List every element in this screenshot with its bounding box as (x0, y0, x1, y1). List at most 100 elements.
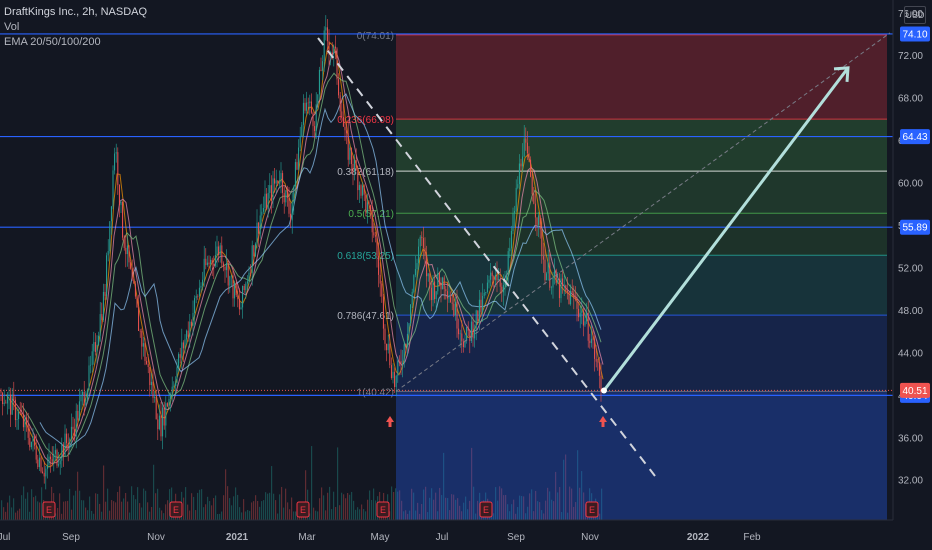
candle-body (74, 429, 76, 436)
candle-body (531, 176, 533, 195)
fib-extension-zone (396, 391, 887, 520)
volume-bar (601, 488, 603, 520)
candle-body (123, 237, 125, 248)
candle-body (171, 386, 173, 397)
candle-body (136, 296, 138, 308)
volume-bar (73, 495, 75, 520)
candle-body (104, 291, 106, 296)
candle-body (168, 399, 170, 407)
candle-body (584, 321, 586, 326)
volume-bar (141, 507, 143, 520)
candle-body (110, 206, 112, 222)
candle-body (86, 390, 88, 400)
candle-body (34, 436, 36, 446)
volume-bar (37, 501, 39, 520)
volume-bar (339, 505, 341, 520)
candle-body (514, 210, 516, 214)
candle-body (304, 102, 306, 111)
candle-body (144, 343, 146, 361)
volume-bar (401, 500, 403, 520)
fib-level-label: 0.618(53.25) (337, 251, 394, 262)
currency-button[interactable]: USD (904, 6, 926, 24)
candle-body (522, 156, 524, 167)
candle-body (456, 301, 458, 329)
earnings-marker (479, 501, 493, 518)
candle-body (381, 283, 383, 297)
x-tick-label: May (371, 532, 390, 543)
volume-bar (75, 490, 77, 520)
candle-body (30, 441, 32, 448)
time-axis-bg (0, 520, 932, 550)
volume-bar (457, 498, 459, 520)
volume-bar (305, 470, 307, 520)
candle-body (430, 287, 432, 301)
volume-bar (261, 501, 263, 520)
volume-bar (567, 512, 569, 520)
volume-bar (281, 486, 283, 520)
candle-body (482, 295, 484, 312)
candle-body (56, 450, 58, 466)
candle-body (501, 286, 503, 293)
candle-body (269, 185, 271, 193)
volume-bar (21, 495, 23, 520)
volume-bar (105, 501, 107, 520)
candle-body (62, 444, 64, 457)
candle-body (226, 262, 228, 271)
volume-bar (185, 487, 187, 520)
volume-bar (445, 497, 447, 520)
volume-bar (371, 499, 373, 520)
candle-body (594, 339, 596, 359)
volume-bar (423, 489, 425, 520)
volume-bar (113, 501, 115, 520)
volume-bar (267, 493, 269, 520)
candle-body (258, 222, 260, 234)
horizontal-lines[interactable] (0, 33, 893, 397)
candlesticks (0, 15, 602, 490)
y-tick-label: 72.00 (898, 51, 923, 62)
volume-bar (81, 500, 83, 520)
candle-body (582, 310, 584, 326)
volume-bar (109, 510, 111, 520)
candle-body (334, 46, 336, 49)
candle-body (538, 215, 540, 225)
volume-bar (425, 486, 427, 520)
price-badge-label: 40.51 (902, 386, 927, 397)
volume-bar (13, 498, 15, 520)
fib-level-label: 0(74.01) (357, 31, 394, 42)
volume-bar (67, 500, 69, 520)
volume-bar (417, 502, 419, 520)
y-tick-label: 68.00 (898, 94, 923, 105)
fibonacci-retracement[interactable]: 0(74.01) 0.236(66.08) 0.382(61.18) 0.5(57.2… (337, 31, 887, 520)
candle-body (37, 459, 39, 468)
x-tick-label: Sep (62, 532, 80, 543)
x-tick-label: Jul (436, 532, 449, 543)
volume-bar (207, 496, 209, 520)
volume-bar (101, 511, 103, 520)
candle-body (341, 111, 343, 117)
volume-bar (311, 446, 313, 520)
volume-bar (391, 486, 393, 520)
x-tick-label: Nov (147, 532, 165, 543)
candle-body (198, 287, 200, 297)
volume-bar (11, 507, 13, 520)
candle-body (286, 190, 288, 198)
candle-body (432, 281, 434, 301)
volume-bar (61, 513, 63, 520)
candle-body (90, 364, 92, 366)
candle-body (29, 437, 31, 448)
volume-bar (415, 510, 417, 520)
volume-bar (347, 492, 349, 520)
candle-body (515, 187, 517, 211)
candle-body (291, 202, 293, 221)
candle-body (427, 273, 429, 277)
candle-body (320, 69, 322, 71)
candle-body (246, 281, 248, 284)
x-tick-label: 2022 (687, 532, 710, 543)
candle-body (400, 360, 402, 366)
candle-body (440, 284, 442, 290)
candle-body (19, 411, 21, 414)
volume-bars (1, 446, 603, 520)
volume-bar (1, 500, 3, 520)
